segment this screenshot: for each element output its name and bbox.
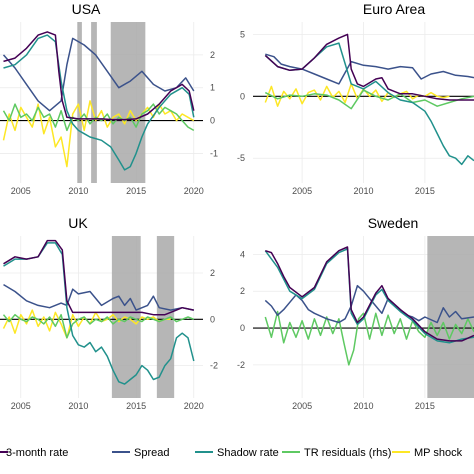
series-line-tr-resid xyxy=(264,89,474,110)
y-tick-label: -5 xyxy=(237,153,245,163)
legend-label: Shadow rate xyxy=(217,447,279,459)
series-line-three-month xyxy=(264,33,474,101)
x-tick-label: 2020 xyxy=(184,186,204,196)
y-tick-label: 2 xyxy=(210,50,215,60)
x-tick-label: 2005 xyxy=(11,401,31,411)
series-line-shadow xyxy=(264,248,474,344)
y-tick-label: 5 xyxy=(240,29,245,39)
x-tick-label: 2005 xyxy=(292,401,312,411)
series-line-three-month xyxy=(3,239,194,316)
y-tick-label: -2 xyxy=(210,361,218,371)
shaded-period xyxy=(110,22,146,183)
series-line-shadow xyxy=(3,34,195,171)
series-line-shadow xyxy=(3,242,195,385)
series-line-spread xyxy=(265,53,474,85)
plot-area xyxy=(253,236,474,398)
x-tick-label: 2010 xyxy=(353,186,373,196)
y-tick-label: 4 xyxy=(240,249,245,259)
legend: 3-month rate Spread Shadow rate TR residual… xyxy=(0,447,463,459)
shaded-period xyxy=(156,236,175,398)
plot-area xyxy=(0,236,203,398)
x-tick-label: 2005 xyxy=(292,186,312,196)
y-tick-label: 1 xyxy=(210,83,215,93)
panel-usa: USA 2005 2010 2015 2020 -1 0 1 2 xyxy=(0,1,218,196)
y-tick-label: 0 xyxy=(240,91,245,101)
series-line-three-month xyxy=(265,246,474,342)
panel-title: USA xyxy=(72,1,101,17)
panel-sweden: Sweden 2005 2010 2015 -2 0 2 4 xyxy=(237,215,474,411)
y-tick-label: 0 xyxy=(210,314,215,324)
legend-label: MP shock xyxy=(414,447,463,459)
legend-item-tr-residuals-rhs: TR residuals (rhs) xyxy=(282,447,391,459)
y-tick-label: 2 xyxy=(240,286,245,296)
x-tick-label: 2010 xyxy=(353,401,373,411)
series-line-tr-resid xyxy=(2,313,195,339)
y-tick-label: -2 xyxy=(237,360,245,370)
series-line-mp-shock xyxy=(2,309,171,339)
legend-label: TR residuals (rhs) xyxy=(304,447,391,459)
panel-euro-area: Euro Area 2005 2010 2015 -5 0 5 xyxy=(237,1,474,196)
panel-title: Euro Area xyxy=(363,1,425,17)
x-tick-label: 2020 xyxy=(184,401,204,411)
series-line-spread xyxy=(3,283,194,311)
series-line-mp-shock xyxy=(2,100,195,168)
legend-item-3-month-rate: 3-month rate xyxy=(0,447,68,459)
x-tick-label: 2015 xyxy=(126,401,146,411)
x-tick-label: 2015 xyxy=(126,186,146,196)
y-tick-label: 0 xyxy=(240,323,245,333)
series-line-tr-resid xyxy=(264,310,474,366)
shaded-period xyxy=(77,22,82,183)
legend-item-spread: Spread xyxy=(112,447,169,459)
x-tick-label: 2015 xyxy=(415,401,435,411)
legend-item-shadow-rate: Shadow rate xyxy=(195,447,279,459)
x-tick-label: 2010 xyxy=(68,186,88,196)
y-tick-label: 0 xyxy=(210,116,215,126)
panel-title: UK xyxy=(68,215,88,231)
legend-label: Spread xyxy=(134,447,169,459)
plot-area xyxy=(0,22,203,183)
legend-label: 3-month rate xyxy=(6,447,68,459)
shaded-period xyxy=(91,22,97,183)
y-tick-label: -1 xyxy=(210,148,218,158)
x-tick-label: 2015 xyxy=(415,186,435,196)
panel-uk: UK 2005 2010 2015 2020 -2 0 2 xyxy=(0,215,218,411)
shaded-period xyxy=(427,236,474,398)
x-tick-label: 2010 xyxy=(68,401,88,411)
x-tick-label: 2005 xyxy=(11,186,31,196)
y-tick-label: 2 xyxy=(210,268,215,278)
series-line-three-month xyxy=(3,31,195,121)
plot-area xyxy=(253,22,474,183)
legend-item-mp-shock: MP shock xyxy=(392,447,463,459)
panel-title: Sweden xyxy=(368,215,419,231)
series-line-spread xyxy=(2,37,195,112)
